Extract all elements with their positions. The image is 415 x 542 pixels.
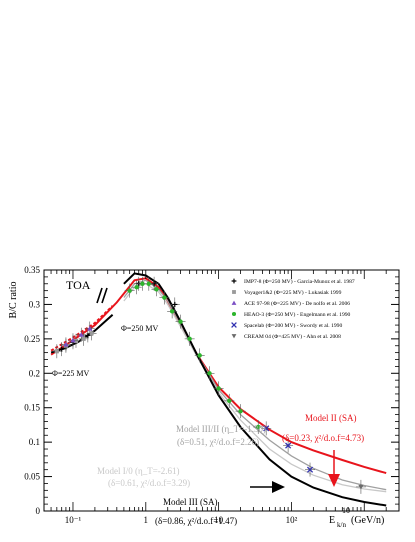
data-point-circle <box>194 348 205 363</box>
model-iii-arrow <box>250 481 285 493</box>
x-axis-label: 10 E k/n (GeV/n) <box>329 506 384 529</box>
data-point-circle <box>167 304 178 319</box>
legend: IMP7-8 (Φ=250 MV) - Garcia-Munoz et al. … <box>231 278 355 340</box>
data-point-circle <box>235 404 246 419</box>
data-point-square <box>78 331 89 346</box>
data-point-square <box>51 344 62 359</box>
data-point-triangle-up <box>76 327 87 342</box>
y-tick-label: 0.25 <box>24 334 40 344</box>
data-point-circle <box>137 276 148 291</box>
y-tick-label: 0.1 <box>29 437 40 447</box>
legend-label-2: ACE 97-98 (Φ=225 MV) - De nolfo et al. 2… <box>244 300 350 307</box>
axes: 0 0.05 0.1 0.15 0.2 0.25 0.3 0.35 10⁻¹ 1 10 10² <box>24 265 400 525</box>
toa-label: TOA <box>66 278 91 292</box>
data-point-cross <box>305 462 316 477</box>
x-axis-sub: k/n <box>337 521 346 529</box>
data-point-triangle-down <box>355 479 366 494</box>
model-iii-label-2: (δ=0.86, χ²/d.o.f=1.47) <box>155 516 237 526</box>
x-axis-unit: (GeV/n) <box>351 515 384 526</box>
model-iii-ii-label-2: (δ=0.51, χ²/d.o.f=2.26) <box>177 437 259 447</box>
data-point-circle <box>131 280 142 295</box>
axis-break-marker <box>96 287 108 304</box>
data-point-circle <box>124 283 135 298</box>
legend-label-1: Voyager1&2 (Φ=225 MV) - Lukasiak 1999 <box>244 289 342 296</box>
model-ii-label-1: Model II (SA) <box>305 413 357 423</box>
x-tick-label: 10⁻¹ <box>65 515 82 525</box>
data-point-plus <box>169 297 180 312</box>
data-point-circle <box>151 282 162 297</box>
phi250-label: Φ=250 MV <box>121 324 158 333</box>
legend-label-3: HEAO-3 (Φ=250 MV) - Engelmann et al. 199… <box>244 311 351 318</box>
legend-entry-2: ACE 97-98 (Φ=225 MV) - De nolfo et al. 2… <box>231 300 350 307</box>
data-point-circle <box>213 381 224 396</box>
x-tick-label: 1 <box>144 515 149 525</box>
x-tick-label: 10 <box>214 515 224 525</box>
legend-entry-1: Voyager1&2 (Φ=225 MV) - Lukasiak 1999 <box>232 289 342 296</box>
y-tick-label: 0.2 <box>29 368 40 378</box>
model-ii-label-2: (δ=0.23, χ²/d.o.f=4.73) <box>282 433 364 443</box>
data-point-circle <box>143 276 154 291</box>
model-ii-arrow <box>328 450 340 487</box>
data-point-circle <box>184 331 195 346</box>
data-point-triangle-up <box>84 321 95 336</box>
legend-label-0: IMP7-8 (Φ=250 MV) - Garcia-Munoz et al. … <box>244 278 355 285</box>
plot-frame <box>43 269 400 512</box>
data-point-cross <box>261 421 272 436</box>
legend-label-5: CREAM 04 (Φ=425 MV) - Ahn et al. 2008 <box>244 333 341 340</box>
legend-label-4: Spacelab (Φ=200 MV) - Swordy et al. 1990 <box>244 322 342 329</box>
data-point-circle <box>253 419 264 434</box>
legend-entry-0: IMP7-8 (Φ=250 MV) - Garcia-Munoz et al. … <box>231 278 355 285</box>
model-i0-label-1: Model I/0 (η_T=-2.61) <box>97 466 180 476</box>
y-axis-label: B/C ratio <box>8 282 19 319</box>
data-point-triangle-up <box>60 337 71 352</box>
y-tick-label: 0.3 <box>29 299 41 309</box>
phi225-label: Φ=225 MV <box>52 369 89 378</box>
data-point-circle <box>175 314 186 329</box>
series-line-5 <box>50 305 114 352</box>
model-i0-label-2: (δ=0.61, χ²/d.o.f=3.29) <box>108 478 190 488</box>
model-iii-ii-label-1: Model III/II (η_T=-1.30) <box>176 424 266 434</box>
model-iii-label-1: Model III (SA) <box>163 497 218 507</box>
y-tick-label: 0.35 <box>24 265 40 275</box>
data-point-circle <box>159 290 170 305</box>
y-tick-label: 0.05 <box>24 472 40 482</box>
x-axis-exp: 10 <box>342 506 350 515</box>
legend-entry-5: CREAM 04 (Φ=425 MV) - Ahn et al. 2008 <box>231 333 341 340</box>
x-tick-label: 10² <box>286 515 298 525</box>
data-point-circle <box>224 393 235 408</box>
legend-entry-3: HEAO-3 (Φ=250 MV) - Engelmann et al. 199… <box>231 311 351 318</box>
data-point-cross <box>283 438 294 453</box>
x-axis-symbol: E <box>329 515 335 526</box>
y-tick-label: 0.15 <box>24 403 40 413</box>
data-point-triangle-up <box>67 333 78 348</box>
y-tick-label: 0 <box>36 506 41 516</box>
legend-entry-4: Spacelab (Φ=200 MV) - Swordy et al. 1990 <box>231 322 342 329</box>
data-point-circle <box>204 366 215 381</box>
